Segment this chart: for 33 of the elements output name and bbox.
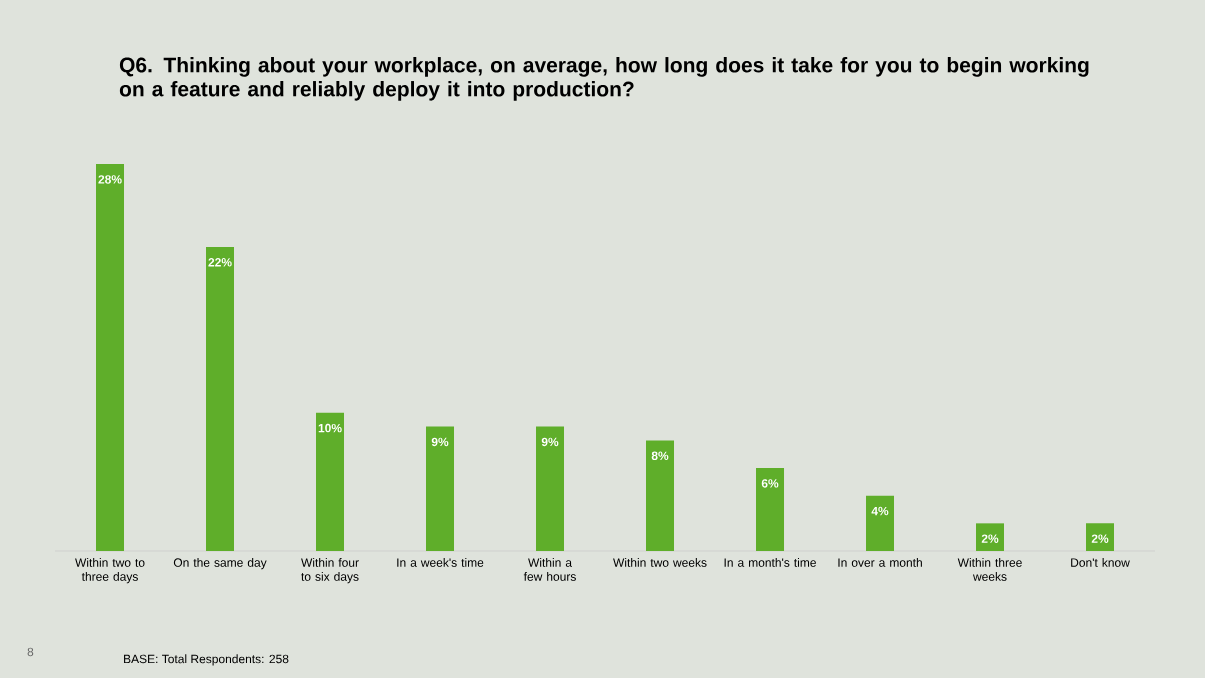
bar (426, 426, 455, 551)
bar (1086, 523, 1115, 551)
data-label: 22% (208, 258, 232, 267)
text: 8 (27, 647, 34, 657)
x-tick-label: Within four to six days (301, 558, 359, 584)
data-label: 10% (318, 423, 342, 433)
bar (206, 246, 234, 551)
chart-title: Q6. Thinking about your workplace, on average, how long does it take for you to begin working on a feature and reliably deploy it into production? (119, 57, 1089, 101)
text: BASE: Total Respondents: 258 (124, 654, 289, 666)
x-tick-label: On the same day (173, 558, 267, 570)
bar (536, 426, 565, 551)
bar (756, 468, 785, 551)
x-tick-label: In over a month (838, 558, 922, 567)
bar (96, 164, 125, 551)
data-label: 8% (651, 451, 669, 461)
bar (866, 495, 895, 551)
data-label: 9% (541, 437, 559, 447)
data-label: 28% (98, 175, 122, 184)
x-tick-label: In a month's time (724, 558, 816, 567)
bar (976, 523, 1005, 551)
data-label: 2% (981, 534, 999, 543)
x-tick-label: Within two weeks (613, 558, 707, 567)
data-label: 9% (431, 437, 449, 447)
x-tick-label: In a week's time (397, 558, 484, 567)
x-tick-label: Within three weeks (957, 558, 1022, 581)
x-tick-label: Within two to three days (75, 558, 145, 584)
x-tick-label: Don't know (1071, 558, 1130, 567)
data-label: 6% (761, 479, 779, 488)
bar (316, 412, 345, 551)
x-tick-label: Within a few hours (523, 558, 576, 581)
data-label: 4% (871, 506, 889, 516)
bar (646, 440, 675, 551)
data-label: 2% (1091, 534, 1109, 543)
